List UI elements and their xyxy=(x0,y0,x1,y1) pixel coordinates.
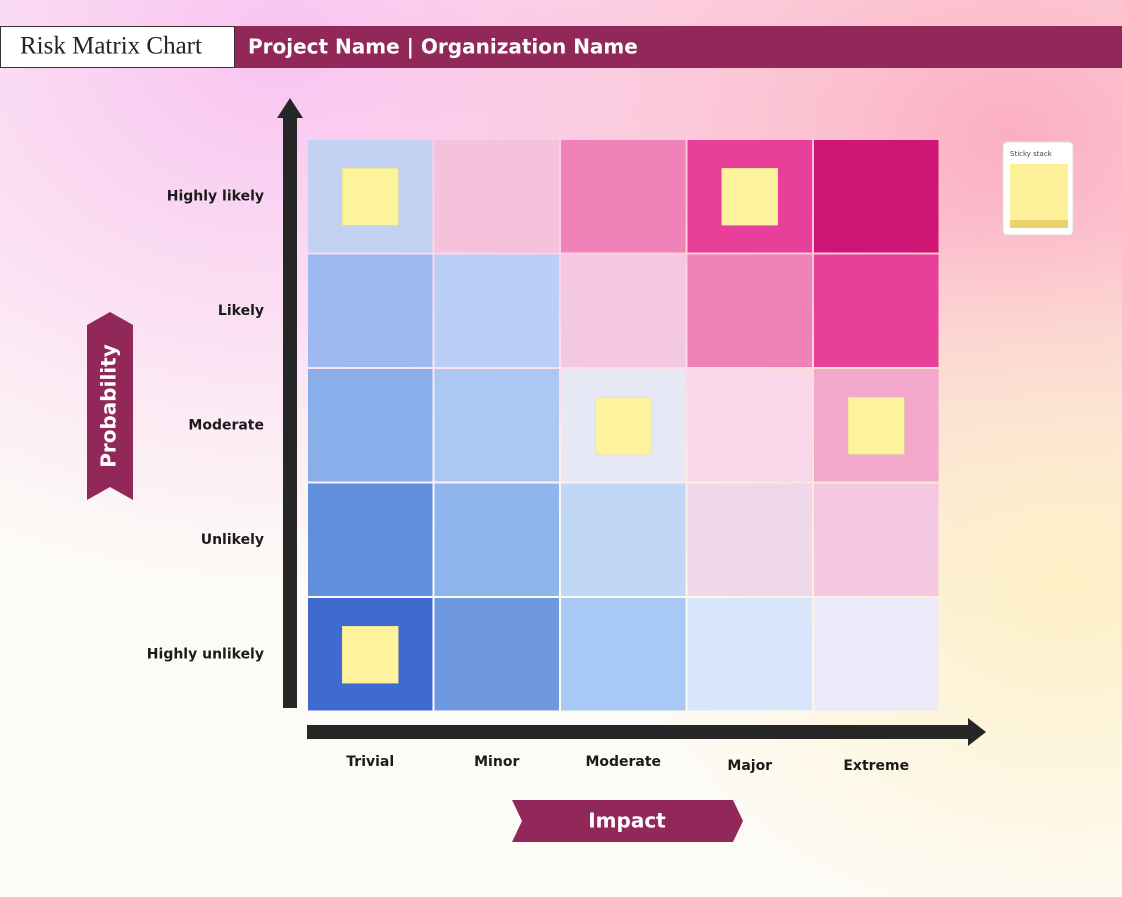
sticky-stack[interactable]: Sticky stack xyxy=(1002,141,1074,236)
y-axis-title: Probability xyxy=(97,344,121,468)
sticky-note[interactable] xyxy=(595,397,652,455)
matrix-cell xyxy=(687,483,812,596)
matrix-cell xyxy=(434,140,559,253)
x-axis-arrow xyxy=(307,725,971,739)
x-axis-label: Minor xyxy=(474,754,519,770)
probability-banner xyxy=(87,312,133,500)
matrix-cell xyxy=(434,483,559,596)
subtitle: Project Name | Organization Name xyxy=(248,35,638,59)
x-axis-label: Moderate xyxy=(585,754,661,770)
y-axis-label: Highly likely xyxy=(167,188,264,204)
y-axis-label: Moderate xyxy=(188,417,264,433)
y-axis-label: Highly unlikely xyxy=(147,646,264,662)
sticky-note[interactable] xyxy=(848,397,905,455)
sticky-stack-note xyxy=(1010,164,1068,220)
matrix-cell xyxy=(308,483,433,596)
x-axis-arrowhead xyxy=(968,718,986,746)
matrix-cell xyxy=(687,369,812,482)
matrix-cell xyxy=(308,254,433,367)
x-axis-label: Trivial xyxy=(346,754,394,770)
matrix-cell xyxy=(561,254,686,367)
matrix-cell xyxy=(814,483,939,596)
sticky-note[interactable] xyxy=(342,168,399,226)
y-axis-arrow xyxy=(283,114,297,708)
sticky-note[interactable] xyxy=(342,626,399,684)
matrix-cell xyxy=(814,598,939,711)
impact-banner xyxy=(512,800,743,842)
matrix-cell xyxy=(434,254,559,367)
sticky-note[interactable] xyxy=(721,168,778,226)
y-axis-arrowhead xyxy=(277,98,303,118)
matrix-cell xyxy=(687,598,812,711)
y-axis-label: Unlikely xyxy=(201,532,264,548)
matrix-cell xyxy=(814,140,939,253)
x-axis-title: Impact xyxy=(588,809,666,833)
y-axis-label: Likely xyxy=(218,303,264,319)
matrix-cell xyxy=(434,369,559,482)
matrix-cell xyxy=(308,369,433,482)
x-axis-label: Major xyxy=(727,758,772,774)
x-axis-label: Extreme xyxy=(843,758,909,774)
matrix-cell xyxy=(561,483,686,596)
title: Risk Matrix Chart xyxy=(20,33,202,60)
matrix-cell xyxy=(561,598,686,711)
matrix-cell xyxy=(814,254,939,367)
title-box xyxy=(0,26,235,68)
matrix-cell xyxy=(434,598,559,711)
sticky-stack-label: Sticky stack xyxy=(1010,150,1053,158)
matrix-cell xyxy=(687,254,812,367)
matrix-cell xyxy=(561,140,686,253)
header-bar xyxy=(234,26,1122,68)
